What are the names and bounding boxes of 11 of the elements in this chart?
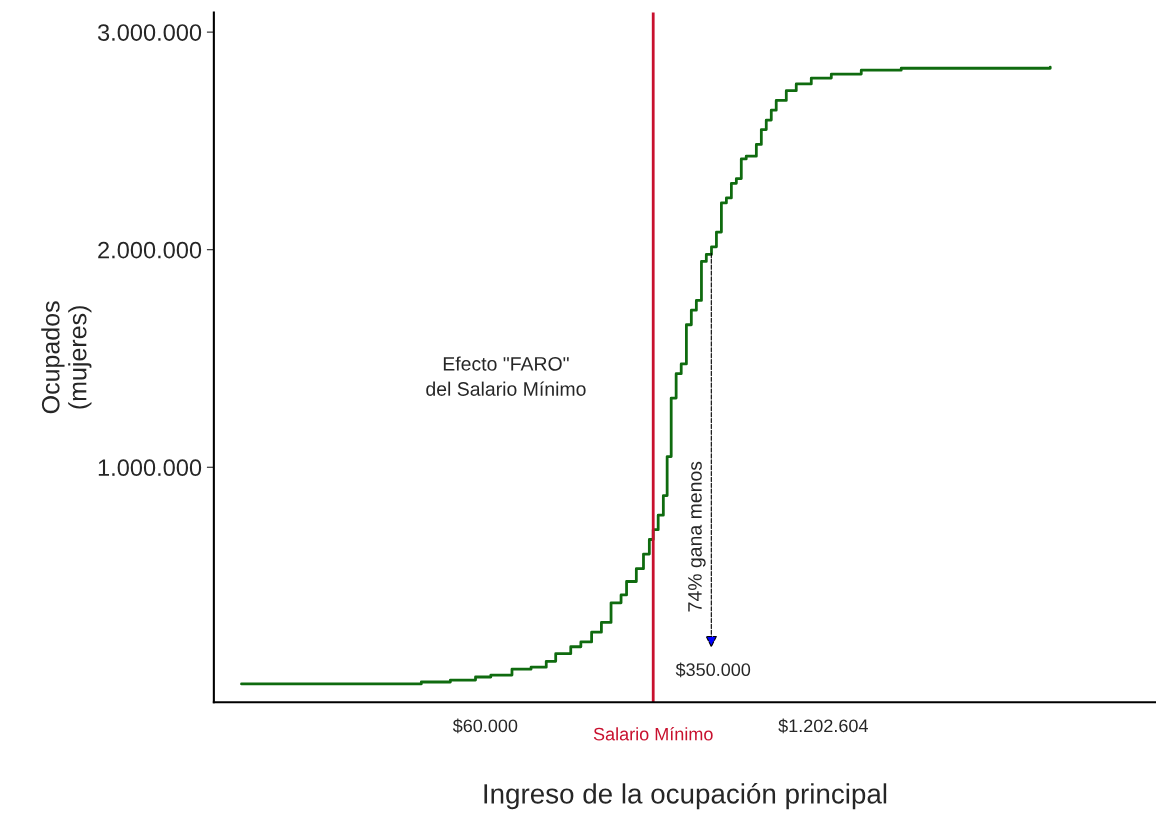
y-tick-label: 3.000.000 — [97, 24, 202, 41]
y-axis-title: Ocupados (mujeres) — [41, 301, 92, 414]
ref-line-label: Salario Mínimo — [593, 727, 713, 741]
y-tick-label: 1.000.000 — [98, 459, 202, 477]
annotation: 74% gana menos — [688, 461, 706, 612]
x-tick-label: $1.202.604 — [778, 718, 868, 734]
x-axis-title: Ingreso de la ocupación principal — [484, 782, 887, 810]
y-tick-label: 2.000.000 — [98, 241, 202, 259]
annotation: Efecto "FARO" del Salario Mínimo — [426, 356, 586, 396]
annotation: $350.000 — [675, 662, 751, 678]
x-tick-label: $60.000 — [452, 718, 518, 734]
